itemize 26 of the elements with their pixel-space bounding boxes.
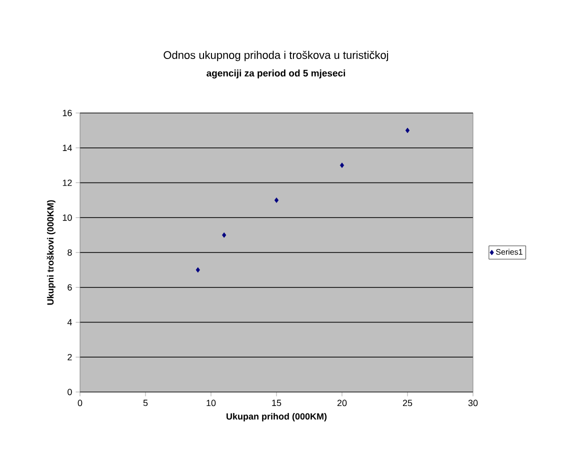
y-tick-label: 6 (68, 284, 72, 291)
point (274, 197, 279, 203)
x-tick-label: 20 (337, 400, 347, 406)
y-tick-label: 4 (67, 319, 72, 326)
x-tick-label: 0 (78, 400, 82, 406)
y-tick-label: 14 (62, 144, 72, 151)
y-tick-label: 10 (62, 214, 72, 221)
x-tick-label: 5 (143, 400, 148, 406)
x-tick-label: 30 (468, 400, 478, 406)
legend-label: Series1 (496, 248, 522, 255)
x-tick-label: 25 (402, 400, 412, 406)
point (222, 232, 226, 238)
point (340, 162, 344, 168)
chart-subtitle: agenciji za period od 5 mjeseci (206, 70, 346, 78)
x-axis-title: Ukupan prihod (000KM) (226, 412, 327, 422)
x-tick-label: 15 (272, 400, 282, 406)
y-tick-label: 16 (62, 110, 72, 116)
x-tick-label: 10 (206, 400, 216, 406)
point (405, 128, 410, 134)
y-tick-label: 2 (68, 354, 72, 360)
y-axis-title: Ukupni troškovi (000KM) (46, 200, 56, 305)
y-tick-label: 12 (62, 180, 72, 186)
chart-title: Odnos ukupnog prihoda i troškova u turističkoj (164, 50, 388, 62)
point (196, 267, 200, 273)
y-tick-label: 0 (68, 388, 72, 396)
y-tick-label: 8 (68, 249, 72, 256)
